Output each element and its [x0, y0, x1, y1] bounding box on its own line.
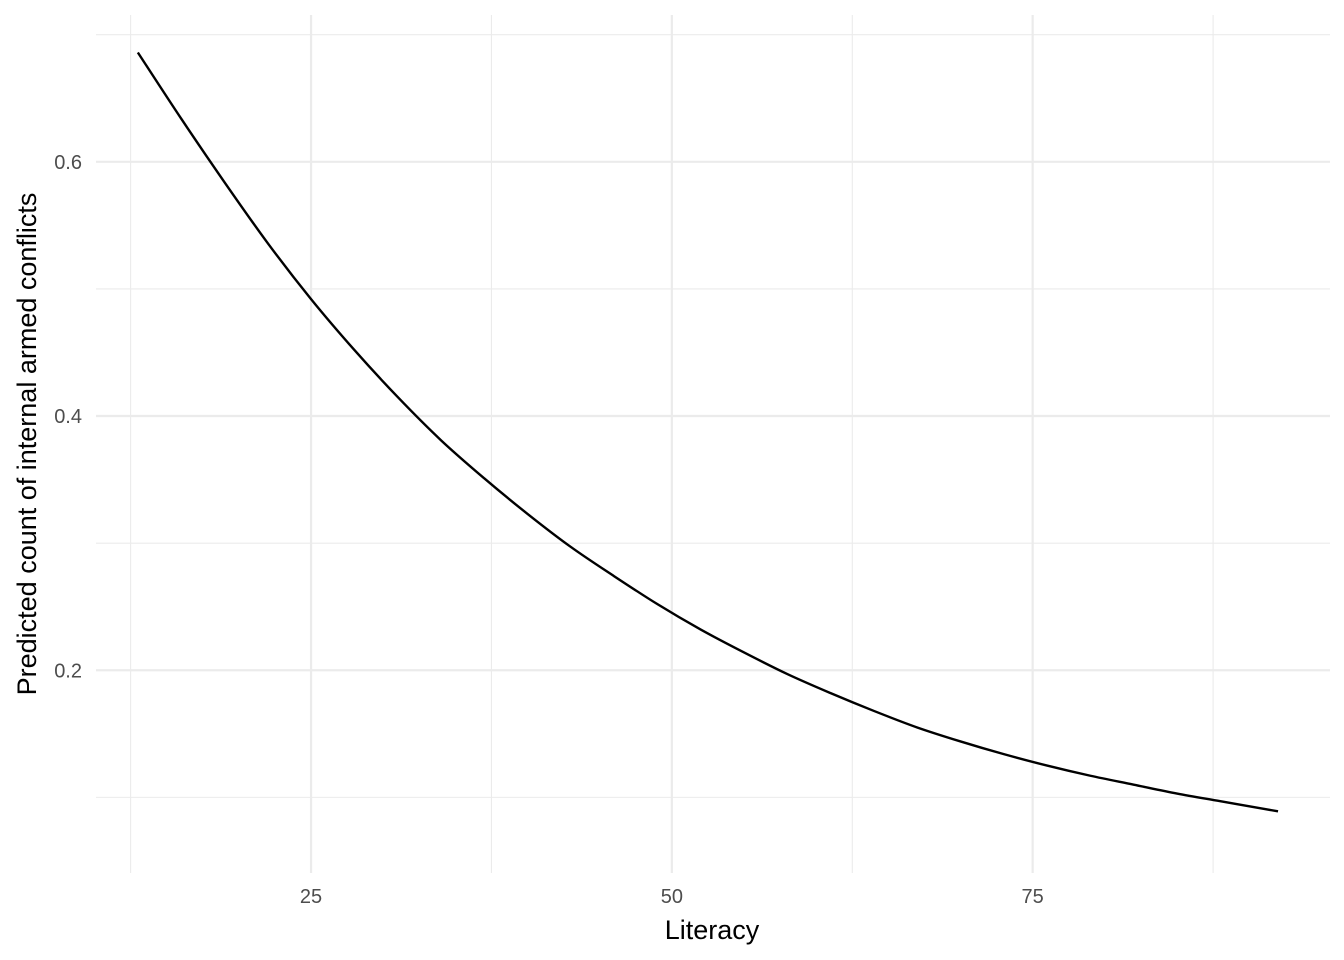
x-tick-label: 25 — [300, 886, 322, 908]
y-tick-label: 0.6 — [54, 152, 82, 174]
x-tick-label: 50 — [661, 886, 683, 908]
x-axis-title: Literacy — [665, 915, 760, 945]
minor-gridlines — [96, 15, 1330, 873]
y-axis-title: Predicted count of internal armed confli… — [12, 193, 42, 696]
series-layer — [136, 51, 1279, 813]
x-tick-label: 75 — [1022, 886, 1044, 908]
x-tick-labels: 25 50 75 — [300, 886, 1044, 908]
y-tick-label: 0.4 — [54, 406, 82, 428]
y-tick-labels: 0.2 0.4 0.6 — [54, 152, 82, 682]
series-line-1 — [136, 51, 1279, 813]
y-tick-label: 0.2 — [54, 660, 82, 682]
major-gridlines — [96, 15, 1330, 873]
